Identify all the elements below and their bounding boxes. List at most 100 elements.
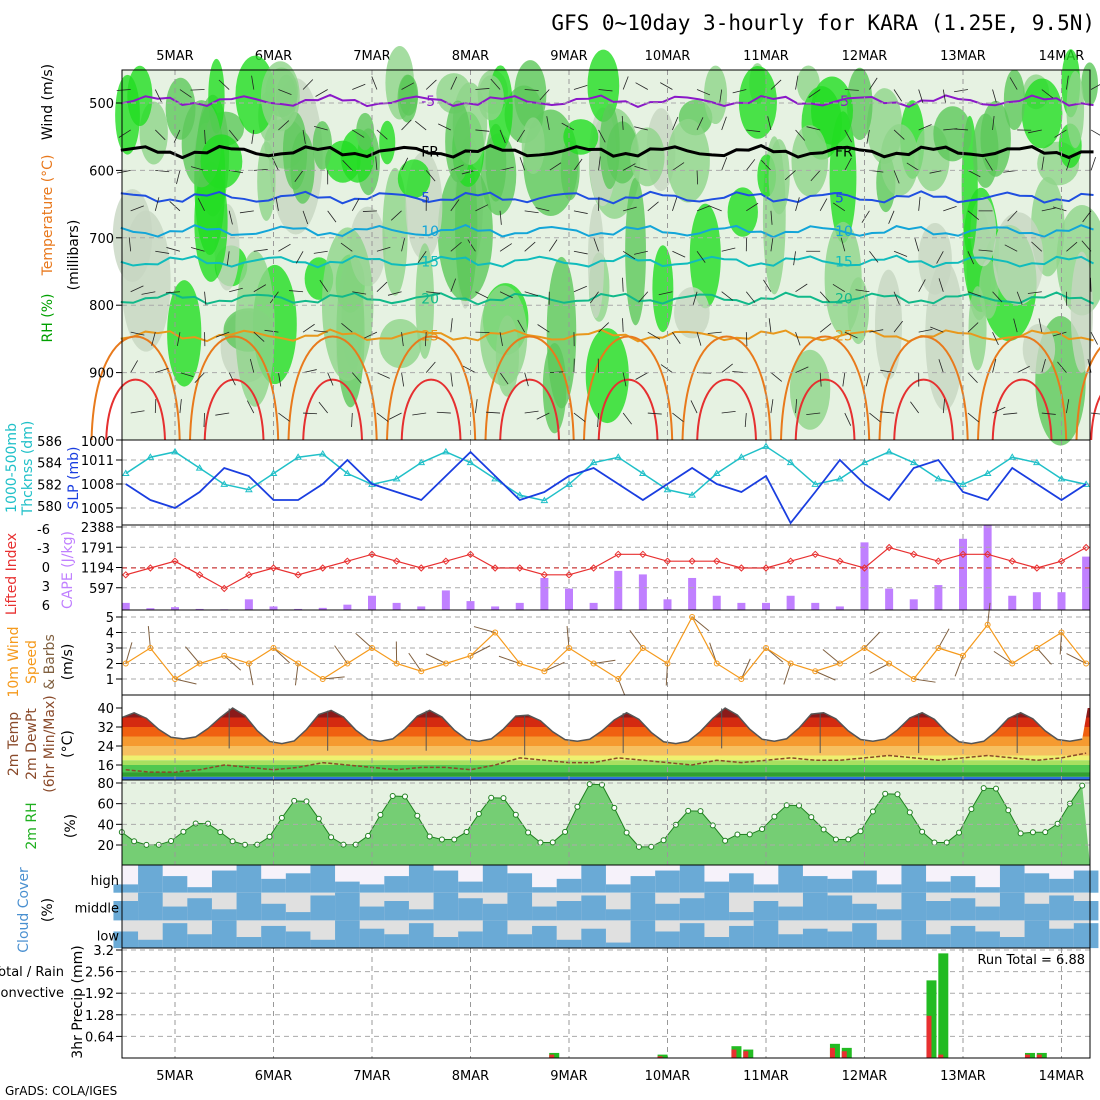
rh-shading [1066, 70, 1085, 149]
li-point [343, 557, 352, 565]
cloud-cell-high [482, 865, 508, 893]
isotherm-line [120, 224, 1094, 239]
thickness-point [244, 485, 253, 493]
wind-barb [942, 399, 945, 414]
cloud-cell-low [285, 931, 311, 949]
rh-point [611, 804, 618, 811]
wind-barb [635, 372, 648, 380]
date-label-bottom: 11MAR [743, 1069, 789, 1084]
wind-barb [179, 372, 194, 378]
cape-bar [540, 577, 549, 610]
cloud-cell-low [581, 928, 606, 949]
wind-barb [621, 115, 624, 130]
wind-speed-point [393, 660, 400, 667]
cloud-cell-high [138, 865, 163, 893]
cape-bar [146, 608, 155, 610]
cloud-cell-middle [630, 892, 656, 921]
cloud-cell-low [1073, 923, 1099, 949]
li-tick: 3 [42, 580, 50, 595]
rh-point [475, 810, 482, 817]
cape-bar [343, 604, 352, 610]
cloud-row-label: high [91, 874, 119, 889]
thickness-point [441, 447, 450, 455]
wind-speed-point [369, 645, 375, 651]
cape-bar [786, 595, 795, 610]
isotherm-label: 15 [835, 254, 853, 270]
cloud-cell-low [458, 931, 483, 949]
slp-line [125, 450, 1087, 525]
isotherm-line [120, 93, 1094, 109]
rh-point [709, 822, 716, 829]
wind-barb [130, 360, 138, 373]
wind-barb [1066, 75, 1069, 90]
cape-bar [1008, 595, 1017, 610]
rh-point [1079, 782, 1086, 789]
wind-barb [1028, 129, 1042, 134]
li-point [565, 571, 573, 579]
wind-barb [844, 129, 852, 143]
wind-barb [598, 129, 606, 143]
rh-shading [666, 118, 710, 203]
isotherm-line [120, 190, 1094, 205]
rh-point [759, 826, 766, 833]
li-point [540, 571, 549, 579]
cloud-cell-middle [605, 909, 631, 921]
wind-barb [130, 331, 145, 336]
wind-barb [623, 206, 637, 212]
li-point [269, 564, 278, 572]
li-point [811, 550, 819, 559]
wind-barb [1041, 358, 1046, 373]
wind-barb [194, 372, 205, 383]
thickness-point [220, 480, 229, 487]
legend-thickness-units: Thcknss (dm) [20, 421, 36, 517]
thickness-point [811, 480, 820, 487]
tick-label: 40 [97, 818, 114, 833]
thickness-point [860, 458, 869, 466]
wind-barb [721, 157, 728, 171]
wind-barb [761, 159, 772, 171]
wind-barb [490, 78, 501, 90]
rh-point [562, 828, 569, 835]
isotherm-warm [189, 335, 280, 441]
wind-barb [967, 372, 978, 384]
cape-tick: 597 [89, 582, 114, 597]
temp-color-band [122, 760, 1090, 765]
wind-barb [1090, 84, 1100, 90]
wind-barb [116, 89, 131, 91]
rh-shading [738, 66, 777, 139]
rh-point [919, 828, 926, 835]
wind-barb [721, 116, 727, 131]
wind-barb [696, 332, 702, 346]
rh-point [401, 793, 408, 800]
wind-speed-point [713, 660, 720, 667]
isotherm-line [120, 143, 1094, 160]
wind-barb [401, 332, 404, 347]
wind-barb [660, 82, 673, 90]
cloud-cell-low [901, 920, 927, 949]
wind-speed-point [812, 668, 819, 675]
wind-barb [498, 655, 520, 664]
wind-barb [154, 399, 157, 414]
cloud-cell-high [261, 878, 286, 893]
wind-speed-point [960, 652, 966, 659]
wind-barb [130, 205, 144, 212]
cape-bar [491, 606, 500, 610]
wind-speed-point [590, 660, 597, 667]
wind-barb [967, 322, 979, 333]
thickness-point [318, 450, 327, 457]
wind-barb [425, 170, 436, 182]
date-label-top: 8MAR [452, 49, 489, 64]
footer-credit: GrADS: COLA/IGES [5, 1084, 117, 1098]
wind-barb [593, 659, 616, 664]
wind-barb [1009, 77, 1018, 90]
wind-barb [302, 79, 314, 90]
wind-barb [795, 197, 800, 211]
wind-barb [869, 412, 881, 423]
wind-barb [842, 372, 846, 387]
isotherm-line [120, 328, 1094, 343]
isotherm-label: -5 [835, 94, 849, 110]
slp-top-tick: 1000 [81, 435, 114, 450]
wind-barb [598, 322, 610, 333]
wind-barb [475, 204, 489, 212]
wind-barb [179, 399, 182, 414]
